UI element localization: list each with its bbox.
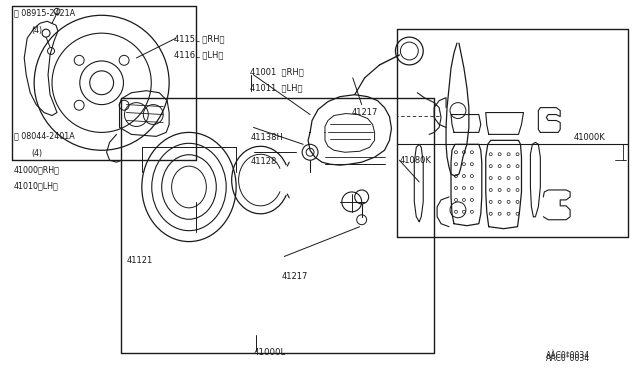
Text: 41138H: 41138H	[250, 133, 283, 142]
Text: 41001  〈RH〉: 41001 〈RH〉	[250, 68, 304, 77]
Text: 41128: 41128	[250, 157, 276, 166]
Text: 4116L 〈LH〉: 4116L 〈LH〉	[174, 51, 223, 60]
Text: 41000〈RH〉: 41000〈RH〉	[14, 165, 60, 174]
Text: 41011  〈LH〉: 41011 〈LH〉	[250, 84, 303, 93]
Text: (4): (4)	[31, 149, 42, 158]
Text: Ⓑ 08044-2401A: Ⓑ 08044-2401A	[14, 132, 75, 141]
Text: 41080K: 41080K	[399, 156, 431, 166]
Text: 41217: 41217	[282, 272, 308, 281]
Text: 41121: 41121	[126, 256, 152, 265]
Text: 41000L: 41000L	[253, 349, 285, 357]
Text: Ⓥ 08915-2421A: Ⓥ 08915-2421A	[14, 8, 75, 17]
Text: 41000K: 41000K	[574, 133, 606, 142]
Text: (4): (4)	[31, 26, 42, 35]
Text: AÀC0*0034: AÀC0*0034	[546, 350, 590, 360]
Text: 41010〈LH〉: 41010〈LH〉	[14, 182, 59, 190]
Text: 41217: 41217	[352, 108, 378, 117]
Text: 4115L 〈RH〉: 4115L 〈RH〉	[174, 35, 225, 44]
Text: AÀC0*0034: AÀC0*0034	[547, 354, 591, 363]
